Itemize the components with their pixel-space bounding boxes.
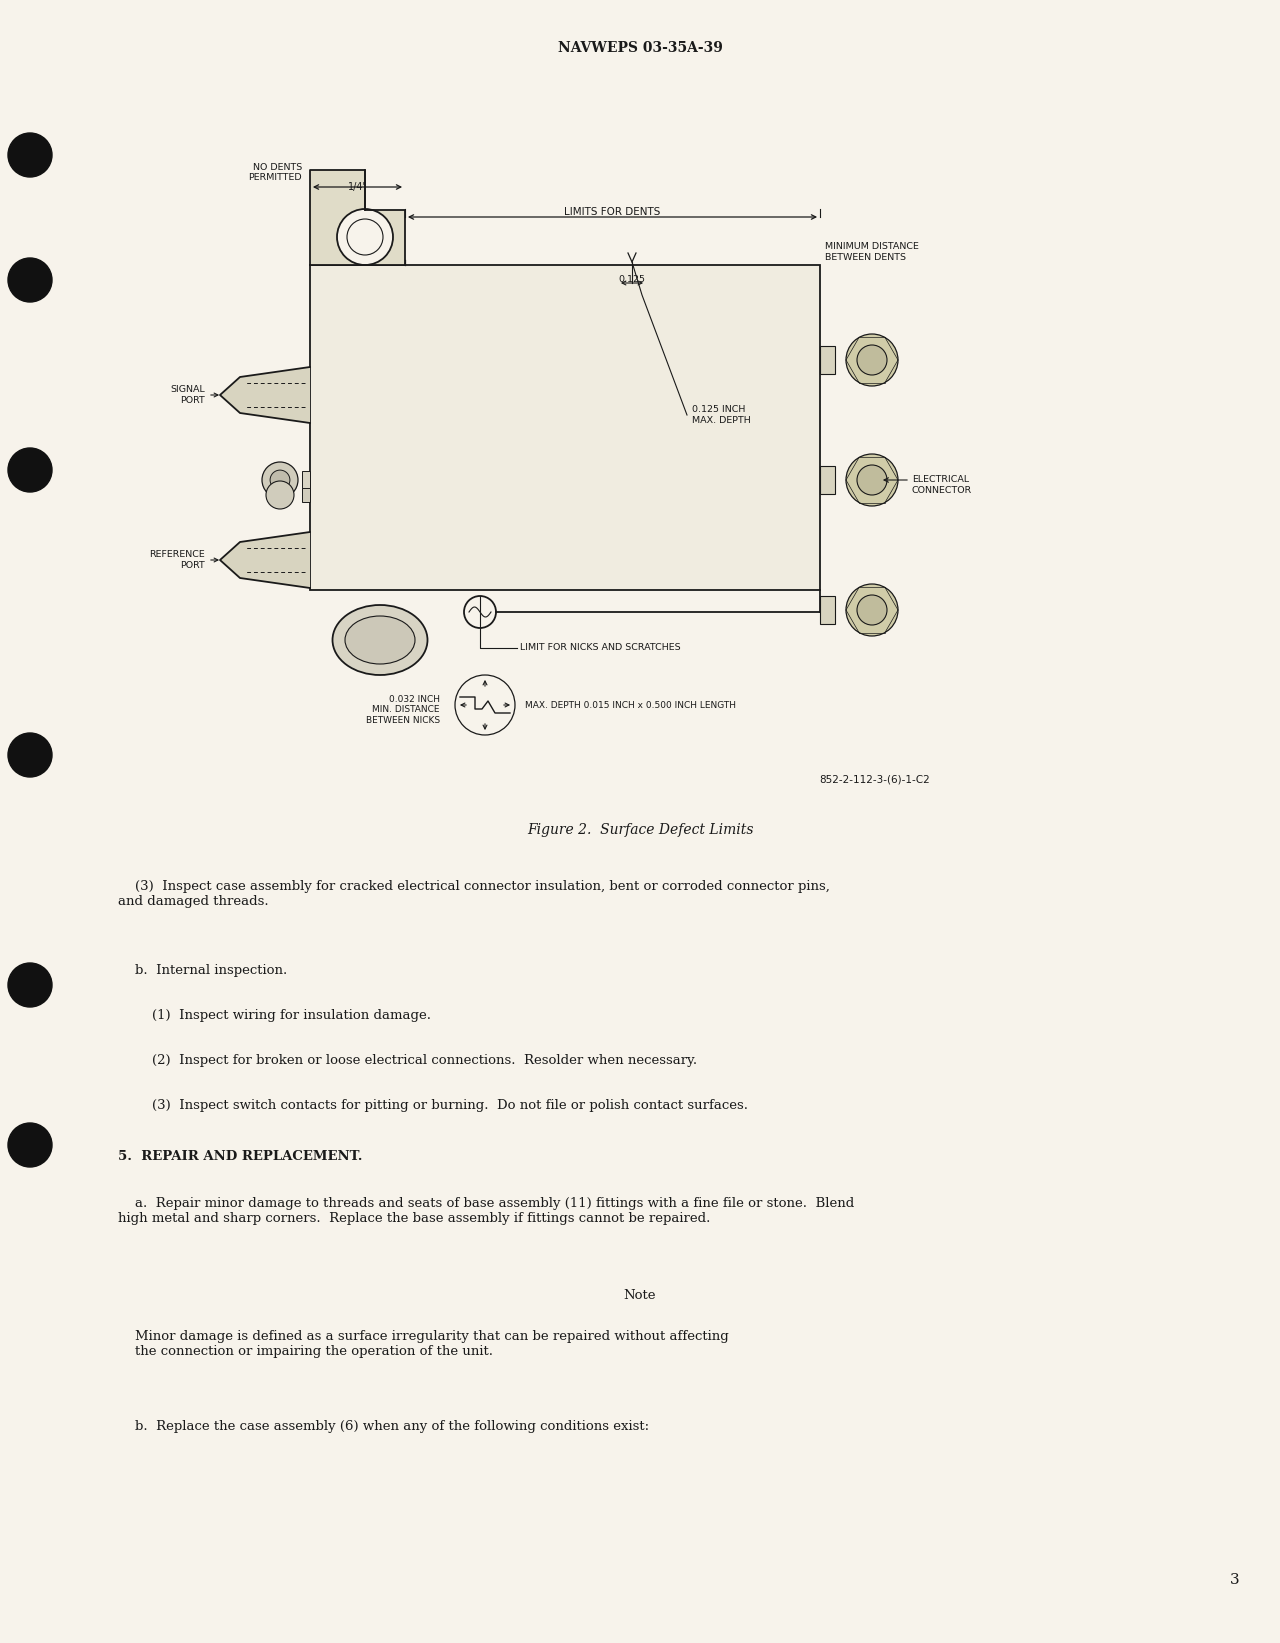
Circle shape (8, 258, 52, 302)
Text: ELECTRICAL
CONNECTOR: ELECTRICAL CONNECTOR (911, 475, 973, 495)
Circle shape (337, 209, 393, 265)
Circle shape (846, 453, 899, 506)
Bar (302, 472, 310, 490)
Circle shape (262, 462, 298, 498)
Polygon shape (310, 169, 404, 265)
Circle shape (347, 219, 383, 255)
Circle shape (8, 1124, 52, 1167)
Text: Minor damage is defined as a surface irregularity that can be repaired without a: Minor damage is defined as a surface irr… (118, 1329, 728, 1359)
Text: (1)  Inspect wiring for insulation damage.: (1) Inspect wiring for insulation damage… (118, 1009, 431, 1022)
Text: b.  Internal inspection.: b. Internal inspection. (118, 964, 287, 978)
Text: REFERENCE
PORT: REFERENCE PORT (150, 550, 205, 570)
Bar (310, 265, 820, 590)
Circle shape (858, 345, 887, 375)
Bar (820, 467, 835, 495)
Circle shape (846, 583, 899, 636)
Circle shape (846, 334, 899, 386)
Text: LIMITS FOR DENTS: LIMITS FOR DENTS (563, 207, 660, 217)
Text: NO DENTS
PERMITTED: NO DENTS PERMITTED (248, 163, 302, 182)
Circle shape (454, 675, 515, 734)
Circle shape (8, 733, 52, 777)
Ellipse shape (346, 616, 415, 664)
Text: 5.  REPAIR AND REPLACEMENT.: 5. REPAIR AND REPLACEMENT. (118, 1150, 362, 1163)
Text: 0.125: 0.125 (618, 274, 645, 284)
Bar (820, 347, 835, 375)
Text: a.  Repair minor damage to threads and seats of base assembly (11) fittings with: a. Repair minor damage to threads and se… (118, 1198, 854, 1226)
Text: SIGNAL
PORT: SIGNAL PORT (170, 386, 205, 404)
Text: (3)  Inspect case assembly for cracked electrical connector insulation, bent or : (3) Inspect case assembly for cracked el… (118, 881, 829, 909)
Text: 0.032 INCH
MIN. DISTANCE
BETWEEN NICKS: 0.032 INCH MIN. DISTANCE BETWEEN NICKS (366, 695, 440, 725)
Circle shape (8, 963, 52, 1007)
Text: b.  Replace the case assembly (6) when any of the following conditions exist:: b. Replace the case assembly (6) when an… (118, 1420, 649, 1433)
Polygon shape (220, 366, 310, 422)
Text: MINIMUM DISTANCE
BETWEEN DENTS: MINIMUM DISTANCE BETWEEN DENTS (826, 242, 919, 261)
Text: Figure 2.  Surface Defect Limits: Figure 2. Surface Defect Limits (527, 823, 753, 836)
Circle shape (858, 465, 887, 495)
Text: NAVWEPS 03-35A-39: NAVWEPS 03-35A-39 (558, 41, 722, 54)
Text: Note: Note (623, 1290, 657, 1301)
Circle shape (465, 596, 497, 628)
Circle shape (8, 449, 52, 491)
Text: 852-2-112-3-(6)-1-C2: 852-2-112-3-(6)-1-C2 (819, 775, 931, 785)
Circle shape (8, 133, 52, 177)
Text: 0.125 INCH
MAX. DEPTH: 0.125 INCH MAX. DEPTH (692, 406, 751, 424)
Text: LIMIT FOR NICKS AND SCRATCHES: LIMIT FOR NICKS AND SCRATCHES (520, 644, 681, 652)
Text: MAX. DEPTH 0.015 INCH x 0.500 INCH LENGTH: MAX. DEPTH 0.015 INCH x 0.500 INCH LENGT… (525, 700, 736, 710)
Circle shape (270, 470, 289, 490)
Text: 1/4": 1/4" (348, 182, 369, 192)
Text: (2)  Inspect for broken or loose electrical connections.  Resolder when necessar: (2) Inspect for broken or loose electric… (118, 1055, 698, 1066)
Circle shape (858, 595, 887, 624)
Text: (3)  Inspect switch contacts for pitting or burning.  Do not file or polish cont: (3) Inspect switch contacts for pitting … (118, 1099, 748, 1112)
Bar (820, 596, 835, 624)
Polygon shape (220, 532, 310, 588)
Bar (302, 488, 310, 503)
Text: 3: 3 (1230, 1572, 1240, 1587)
Ellipse shape (333, 605, 428, 675)
Circle shape (266, 481, 294, 509)
